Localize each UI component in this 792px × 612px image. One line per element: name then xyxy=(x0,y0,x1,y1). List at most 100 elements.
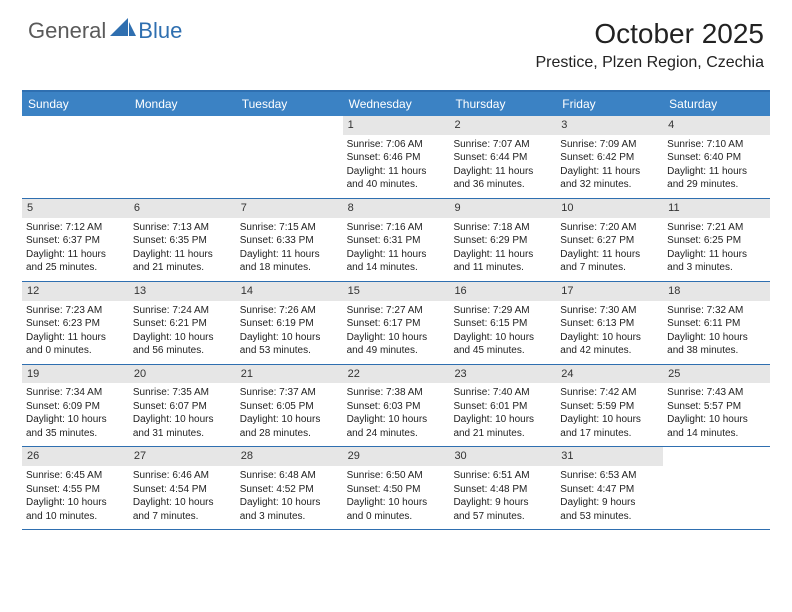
sunset-line: Sunset: 6:31 PM xyxy=(347,234,446,248)
day-number: 21 xyxy=(236,365,343,384)
sunset-line: Sunset: 6:11 PM xyxy=(667,317,766,331)
day-number: 27 xyxy=(129,447,236,466)
day-number: 24 xyxy=(556,365,663,384)
daylight-line-1: Daylight: 10 hours xyxy=(133,331,232,345)
day-number: 18 xyxy=(663,282,770,301)
day-cell: 2Sunrise: 7:07 AMSunset: 6:44 PMDaylight… xyxy=(449,116,556,198)
sunrise-line: Sunrise: 7:42 AM xyxy=(560,386,659,400)
day-cell: 28Sunrise: 6:48 AMSunset: 4:52 PMDayligh… xyxy=(236,447,343,529)
day-cell: 12Sunrise: 7:23 AMSunset: 6:23 PMDayligh… xyxy=(22,282,129,364)
day-number: 8 xyxy=(343,199,450,218)
daylight-line-1: Daylight: 11 hours xyxy=(453,248,552,262)
sunrise-line: Sunrise: 7:20 AM xyxy=(560,221,659,235)
daylight-line-1: Daylight: 10 hours xyxy=(133,413,232,427)
daylight-line-2: and 7 minutes. xyxy=(133,510,232,524)
day-number: 7 xyxy=(236,199,343,218)
daylight-line-2: and 0 minutes. xyxy=(26,344,125,358)
daylight-line-2: and 49 minutes. xyxy=(347,344,446,358)
sunset-line: Sunset: 4:54 PM xyxy=(133,483,232,497)
day-number: 11 xyxy=(663,199,770,218)
day-cell: 1Sunrise: 7:06 AMSunset: 6:46 PMDaylight… xyxy=(343,116,450,198)
day-number: 2 xyxy=(449,116,556,135)
daylight-line-1: Daylight: 10 hours xyxy=(667,413,766,427)
sunset-line: Sunset: 6:46 PM xyxy=(347,151,446,165)
sunrise-line: Sunrise: 7:16 AM xyxy=(347,221,446,235)
sunrise-line: Sunrise: 7:10 AM xyxy=(667,138,766,152)
sunrise-line: Sunrise: 7:32 AM xyxy=(667,304,766,318)
daylight-line-1: Daylight: 10 hours xyxy=(240,331,339,345)
day-cell: 18 Sunrise: 7:32 AMSunset: 6:11 PMDayligh… xyxy=(663,282,770,364)
daylight-line-2: and 29 minutes. xyxy=(667,178,766,192)
day-number: 5 xyxy=(22,199,129,218)
sunset-line: Sunset: 6:05 PM xyxy=(240,400,339,414)
day-number: 6 xyxy=(129,199,236,218)
sunrise-line: Sunrise: 7:26 AM xyxy=(240,304,339,318)
week-row: 26Sunrise: 6:45 AMSunset: 4:55 PMDayligh… xyxy=(22,447,770,530)
day-cell: 27Sunrise: 6:46 AMSunset: 4:54 PMDayligh… xyxy=(129,447,236,529)
day-cell: 19Sunrise: 7:34 AMSunset: 6:09 PMDayligh… xyxy=(22,365,129,447)
sunrise-line: Sunrise: 7:21 AM xyxy=(667,221,766,235)
title-block: October 2025 Prestice, Plzen Region, Cze… xyxy=(535,18,764,72)
day-cell: 17Sunrise: 7:30 AMSunset: 6:13 PMDayligh… xyxy=(556,282,663,364)
day-cell: 3Sunrise: 7:09 AMSunset: 6:42 PMDaylight… xyxy=(556,116,663,198)
weekday-header-row: SundayMondayTuesdayWednesdayThursdayFrid… xyxy=(22,92,770,116)
sunset-line: Sunset: 6:35 PM xyxy=(133,234,232,248)
weeks-container: 1Sunrise: 7:06 AMSunset: 6:46 PMDaylight… xyxy=(22,116,770,530)
daylight-line-2: and 53 minutes. xyxy=(240,344,339,358)
month-title: October 2025 xyxy=(535,18,764,50)
sunrise-line: Sunrise: 7:35 AM xyxy=(133,386,232,400)
day-cell: 11Sunrise: 7:21 AMSunset: 6:25 PMDayligh… xyxy=(663,199,770,281)
sunset-line: Sunset: 6:37 PM xyxy=(26,234,125,248)
daylight-line-2: and 45 minutes. xyxy=(453,344,552,358)
day-cell: 14Sunrise: 7:26 AMSunset: 6:19 PMDayligh… xyxy=(236,282,343,364)
sunset-line: Sunset: 5:59 PM xyxy=(560,400,659,414)
day-cell: 16Sunrise: 7:29 AMSunset: 6:15 PMDayligh… xyxy=(449,282,556,364)
day-number: 29 xyxy=(343,447,450,466)
weekday-header: Thursday xyxy=(449,92,556,116)
sunrise-line: Sunrise: 6:53 AM xyxy=(560,469,659,483)
day-cell: 23Sunrise: 7:40 AMSunset: 6:01 PMDayligh… xyxy=(449,365,556,447)
day-number: 12 xyxy=(22,282,129,301)
sunrise-line: Sunrise: 7:37 AM xyxy=(240,386,339,400)
sunset-line: Sunset: 6:01 PM xyxy=(453,400,552,414)
day-cell: 29Sunrise: 6:50 AMSunset: 4:50 PMDayligh… xyxy=(343,447,450,529)
sunset-line: Sunset: 6:07 PM xyxy=(133,400,232,414)
sunrise-line: Sunrise: 6:45 AM xyxy=(26,469,125,483)
daylight-line-2: and 10 minutes. xyxy=(26,510,125,524)
daylight-line-1: Daylight: 11 hours xyxy=(240,248,339,262)
day-number: 28 xyxy=(236,447,343,466)
sunrise-line: Sunrise: 6:46 AM xyxy=(133,469,232,483)
daylight-line-2: and 56 minutes. xyxy=(133,344,232,358)
day-cell: 10Sunrise: 7:20 AMSunset: 6:27 PMDayligh… xyxy=(556,199,663,281)
daylight-line-2: and 21 minutes. xyxy=(133,261,232,275)
daylight-line-2: and 7 minutes. xyxy=(560,261,659,275)
daylight-line-1: Daylight: 11 hours xyxy=(667,165,766,179)
day-cell: 6Sunrise: 7:13 AMSunset: 6:35 PMDaylight… xyxy=(129,199,236,281)
daylight-line-1: Daylight: 10 hours xyxy=(667,331,766,345)
day-number: 14 xyxy=(236,282,343,301)
sunrise-line: Sunrise: 7:12 AM xyxy=(26,221,125,235)
sunrise-line: Sunrise: 7:23 AM xyxy=(26,304,125,318)
daylight-line-1: Daylight: 10 hours xyxy=(26,496,125,510)
weekday-header: Saturday xyxy=(663,92,770,116)
weekday-header: Wednesday xyxy=(343,92,450,116)
sunset-line: Sunset: 4:47 PM xyxy=(560,483,659,497)
day-cell: 13Sunrise: 7:24 AMSunset: 6:21 PMDayligh… xyxy=(129,282,236,364)
daylight-line-2: and 40 minutes. xyxy=(347,178,446,192)
daylight-line-1: Daylight: 10 hours xyxy=(240,413,339,427)
day-number: 20 xyxy=(129,365,236,384)
sunrise-line: Sunrise: 6:51 AM xyxy=(453,469,552,483)
sunrise-line: Sunrise: 7:24 AM xyxy=(133,304,232,318)
week-row: 5 Sunrise: 7:12 AMSunset: 6:37 PM Daylight… xyxy=(22,199,770,282)
day-cell: 20 Sunrise: 7:35 AMSunset: 6:07 PMDayligh… xyxy=(129,365,236,447)
day-number: 13 xyxy=(129,282,236,301)
daylight-line-1: Daylight: 10 hours xyxy=(26,413,125,427)
daylight-line-2: and 3 minutes. xyxy=(667,261,766,275)
sunset-line: Sunset: 6:25 PM xyxy=(667,234,766,248)
sail-icon xyxy=(110,18,136,43)
header: General Blue October 2025 Prestice, Plze… xyxy=(0,0,792,78)
day-number: 1 xyxy=(343,116,450,135)
day-cell: 24Sunrise: 7:42 AMSunset: 5:59 PMDayligh… xyxy=(556,365,663,447)
daylight-line-2: and 14 minutes. xyxy=(347,261,446,275)
sunset-line: Sunset: 4:50 PM xyxy=(347,483,446,497)
